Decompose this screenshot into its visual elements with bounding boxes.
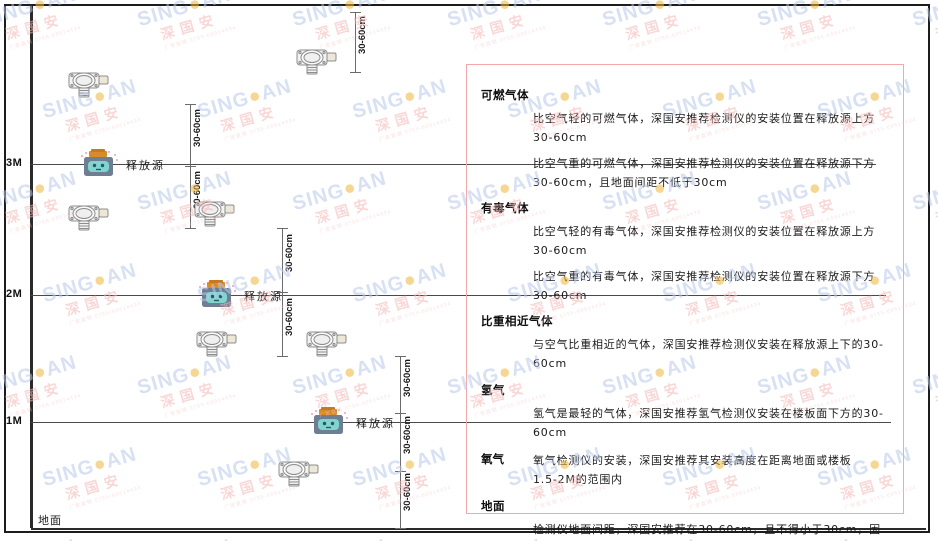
dimension-tick [185, 166, 196, 167]
level-label-3m: 3M [6, 157, 23, 169]
panel-section-ground: 地面检测仪地面间距，深国安推荐在30-60cm，且不得小于30cm，因为过低容易… [481, 498, 887, 541]
dimension-tick [277, 292, 288, 293]
gas-detector-icon [290, 40, 342, 80]
dimension-label: 30-60cm [402, 473, 413, 512]
dimension-line-top-stack [355, 12, 356, 72]
ground-label: 地面 [38, 514, 62, 527]
dimension-tick [277, 356, 288, 357]
section-heading: 有毒气体 [481, 201, 529, 215]
panel-section-hydrogen: 氢气氢气是最轻的气体，深国安推荐氢气检测仪安装在楼板面下方的30-60cm [481, 382, 887, 443]
section-heading: 氢气 [481, 382, 505, 397]
gas-detector-icon [272, 452, 324, 492]
gas-detector-icon [62, 196, 114, 236]
release-source-label: 释放源 [356, 417, 395, 430]
release-source-label: 释放源 [126, 159, 165, 172]
release-source-label: 释放源 [244, 290, 283, 303]
dimension-tick [185, 228, 196, 229]
gas-detector-icon [300, 322, 352, 362]
watermark-chinese: 深国安 [933, 379, 938, 412]
panel-section-toxic: 有毒气体 比空气轻的有毒气体，深国安推荐检测仪的安装位置在释放源上方30-60cm… [481, 200, 887, 305]
section-heading: 地面 [481, 498, 505, 513]
section-heading: 比重相近气体 [481, 314, 553, 328]
gas-detector-icon [190, 322, 242, 362]
dimension-label: 30-60cm [284, 234, 295, 273]
panel-section-similar-density: 比重相近气体与空气比重相近的气体，深国安推荐检测仪安装在释放源上下的30-60c… [481, 313, 887, 374]
dimension-tick [395, 470, 406, 472]
dimension-tick [350, 12, 361, 13]
section-paragraph: 与空气比重相近的气体，深国安推荐检测仪安装在释放源上下的30-60cm [533, 338, 884, 371]
dimension-label: 30-60cm [357, 16, 368, 55]
level-line-3m [31, 164, 876, 165]
release-source-icon [78, 147, 122, 186]
dimension-tick [395, 413, 406, 415]
outer-frame [4, 4, 930, 533]
level-label-1m: 1M [6, 415, 23, 427]
gas-detector-icon [62, 63, 114, 103]
section-heading: 可燃气体 [481, 88, 529, 102]
section-paragraph: 比空气重的有毒气体，深国安推荐检测仪的安装位置在释放源下方30-60cm [533, 269, 876, 302]
section-paragraph: 比空气轻的有毒气体，深国安推荐检测仪的安装位置在释放源上方30-60cm [533, 225, 876, 258]
dimension-tick [277, 228, 288, 229]
level-line-1m [31, 422, 891, 423]
dimension-label: 30-60cm [402, 416, 413, 455]
level-label-2m: 2M [6, 288, 23, 300]
ground-line [31, 528, 926, 530]
section-paragraph: 比空气重的可燃气体，深国安推荐检测仪的安装位置在释放源下方30-60cm，且地面… [533, 156, 876, 189]
watermark-chinese: 深国安 [933, 195, 938, 228]
watermark-brand: SING●AN [910, 535, 938, 541]
dimension-label: 30-60cm [402, 358, 413, 397]
panel-section-flammable: 可燃气体 比空气轻的可燃气体，深国安推荐检测仪的安装位置在释放源上方30-60cm… [481, 87, 887, 192]
dimension-tick [395, 528, 406, 529]
dimension-tick [350, 72, 361, 73]
level-line-2m [31, 295, 886, 296]
dimension-tick [395, 356, 406, 357]
dimension-label: 30-60cm [192, 109, 203, 148]
dimension-tick [185, 104, 196, 105]
watermark-chinese: 深国安 [933, 11, 938, 44]
panel-section-oxygen: 氧气 氧气检测仪的安装，深国安推荐其安装高度在距离地面或楼板1.5-2M的范围内 [481, 451, 887, 490]
section-paragraph: 氧气检测仪的安装，深国安推荐其安装高度在距离地面或楼板1.5-2M的范围内 [533, 454, 852, 487]
section-paragraph: 检测仪地面间距，深国安推荐在30-60cm，且不得小于30cm，因为过低容易水溅… [533, 522, 881, 536]
section-paragraph: 比空气轻的可燃气体，深国安推荐检测仪的安装位置在释放源上方30-60cm [533, 112, 876, 145]
installation-height-diagram: 3M 2M 1M 地面 30-60cm 30-60cm 30-60cm 30-60cm 30-6… [6, 6, 926, 530]
gas-guidance-panel: 可燃气体 比空气轻的可燃气体，深国安推荐检测仪的安装位置在释放源上方30-60cm… [466, 64, 904, 536]
dimension-label: 30-60cm [284, 298, 295, 337]
vertical-axis [30, 6, 33, 528]
section-paragraph: 氢气是最轻的气体，深国安推荐氢气检测仪安装在楼板面下方的30-60cm [533, 406, 884, 439]
dimension-line-lower-stack [400, 356, 401, 528]
release-source-icon [308, 405, 352, 444]
release-source-icon [196, 278, 240, 317]
section-heading: 氧气 [481, 452, 504, 466]
gas-detector-icon [188, 192, 240, 232]
